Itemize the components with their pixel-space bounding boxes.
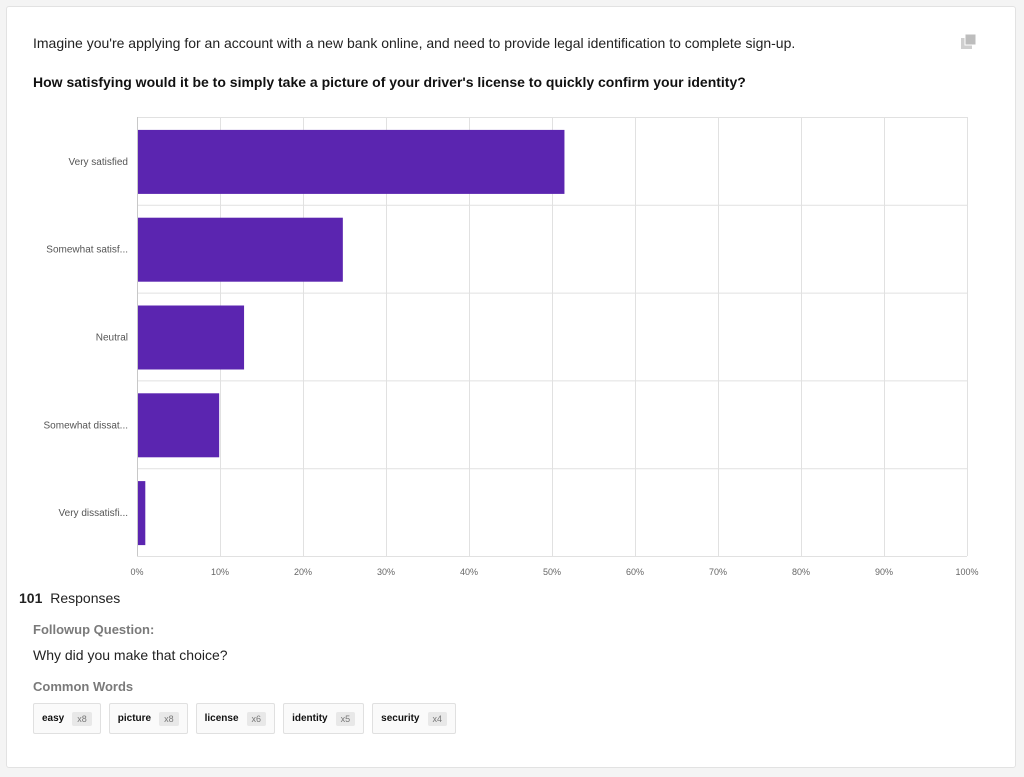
word-count: x5	[335, 711, 356, 726]
common-words-list: easy x8 picture x8 license x6 identity x…	[33, 703, 457, 734]
x-tick-label: 30%	[377, 567, 395, 577]
bar	[138, 129, 565, 194]
intro-text: Imagine you're applying for an account w…	[33, 35, 796, 51]
followup-label: Followup Question:	[33, 622, 155, 637]
x-tick-label: 40%	[460, 567, 478, 577]
x-tick-label: 100%	[955, 567, 978, 577]
category-label: Somewhat dissat...	[44, 420, 128, 431]
common-words-label: Common Words	[33, 679, 134, 694]
x-tick-label: 20%	[294, 567, 312, 577]
bar	[138, 393, 220, 458]
x-tick-label: 0%	[130, 567, 143, 577]
word-count: x8	[159, 711, 179, 726]
category-label: Neutral	[96, 333, 128, 344]
x-tick-label: 80%	[792, 567, 810, 577]
word-text: easy	[42, 713, 65, 724]
category-label: Very satisfied	[69, 157, 128, 168]
x-tick-label: 70%	[709, 567, 727, 577]
word-text: security	[381, 713, 420, 724]
word-text: picture	[117, 713, 152, 724]
responses-summary: 101 Responses	[19, 590, 120, 606]
bar	[138, 305, 245, 370]
bar	[138, 217, 343, 282]
word-text: identity	[292, 713, 328, 724]
followup-question: Why did you make that choice?	[33, 647, 228, 663]
word-chip-security[interactable]: security x4	[372, 703, 457, 734]
word-count: x4	[427, 711, 448, 726]
responses-label: Responses	[50, 590, 121, 606]
x-tick-label: 60%	[626, 567, 644, 577]
responses-count: 101	[19, 590, 43, 606]
word-chip-picture[interactable]: picture x8	[108, 703, 188, 734]
word-chip-easy[interactable]: easy x8	[33, 703, 101, 734]
x-tick-label: 10%	[211, 567, 229, 577]
category-label: Somewhat satisf...	[46, 245, 128, 256]
category-label: Very dissatisfi...	[59, 508, 128, 519]
word-chip-identity[interactable]: identity x5	[283, 703, 365, 734]
question-text: How satisfying would it be to simply tak…	[33, 74, 746, 90]
x-tick-label: 50%	[543, 567, 561, 577]
word-count: x6	[246, 711, 267, 726]
word-count: x8	[72, 711, 92, 726]
x-tick-label: 90%	[875, 567, 893, 577]
copy-icon[interactable]	[960, 33, 978, 51]
bar	[138, 481, 146, 546]
word-chip-license[interactable]: license x6	[195, 703, 276, 734]
word-text: license	[204, 713, 239, 724]
bar-chart: Very satisfied Somewhat satisf... Neutral S…	[44, 117, 979, 577]
